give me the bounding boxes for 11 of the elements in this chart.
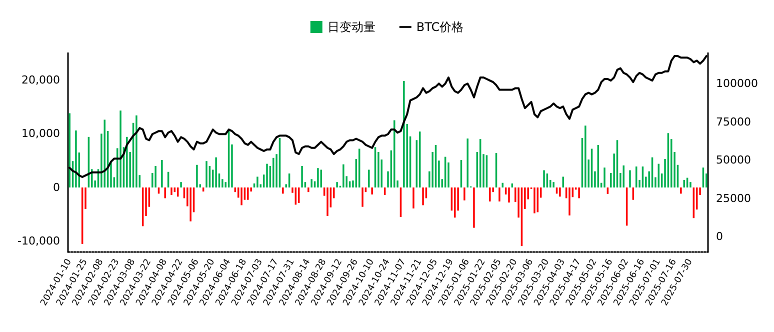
legend-label: 日变动量 [327, 20, 376, 34]
y-tick-label: 20,000 [22, 73, 60, 86]
y2-tick-label: 75000 [716, 115, 751, 128]
y-tick-label: 10,000 [22, 127, 60, 140]
y2-tick-label: 25000 [716, 192, 751, 205]
y-tick-label: -10,000 [18, 234, 60, 248]
y-tick-label: 0 [53, 180, 60, 194]
legend-label: BTC价格 [416, 20, 464, 34]
y2-tick-label: 50000 [716, 154, 751, 167]
y2-tick-label: 0 [716, 230, 723, 244]
y2-tick-label: 100000 [716, 77, 758, 90]
